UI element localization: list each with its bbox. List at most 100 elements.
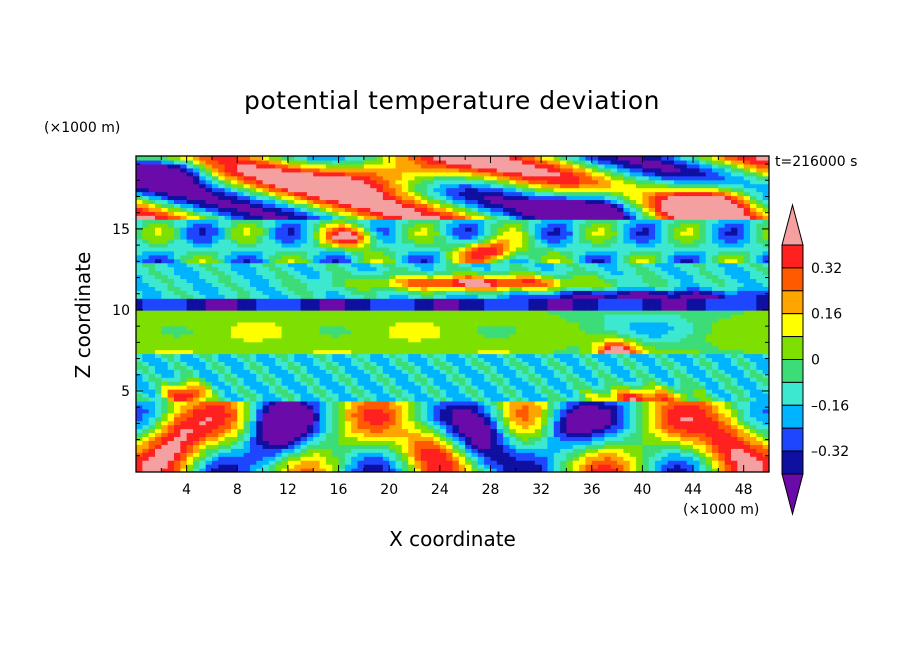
field-cell	[674, 408, 681, 414]
field-cell	[230, 290, 238, 295]
field-cell	[553, 416, 561, 422]
field-cell	[509, 278, 517, 283]
field-cell	[674, 345, 681, 351]
field-cell	[148, 428, 156, 434]
field-cell	[750, 365, 757, 370]
field-cell	[762, 302, 769, 307]
field-cell	[629, 436, 637, 441]
field-cell	[541, 468, 549, 472]
field-cell	[743, 381, 751, 386]
field-cell	[642, 317, 650, 323]
field-cell	[572, 436, 580, 441]
field-cell	[243, 282, 251, 287]
field-cell	[598, 408, 606, 414]
field-cell	[693, 357, 700, 362]
field-cell	[617, 282, 625, 287]
field-cell	[598, 444, 606, 449]
field-cell	[579, 321, 587, 327]
field-cell	[617, 314, 625, 319]
field-cell	[610, 290, 618, 295]
field-cell	[484, 357, 492, 362]
field-cell	[427, 464, 435, 469]
field-cell	[541, 345, 549, 351]
field-cell	[230, 310, 238, 315]
field-cell	[528, 314, 536, 319]
field-cell	[148, 345, 156, 351]
field-cell	[693, 460, 700, 465]
field-cell	[344, 337, 352, 343]
field-cell	[205, 448, 213, 453]
field-cell	[458, 416, 466, 422]
field-cell	[395, 290, 403, 295]
field-cell	[750, 321, 757, 327]
field-cell	[598, 310, 606, 315]
field-cell	[642, 428, 650, 434]
field-cell	[762, 349, 769, 355]
field-cell	[319, 436, 327, 441]
field-cell	[313, 353, 321, 359]
field-cell	[262, 444, 270, 449]
field-cell	[211, 448, 219, 453]
field-cell	[756, 341, 764, 347]
field-cell	[136, 298, 143, 303]
field-cell	[496, 408, 504, 414]
field-cell	[598, 369, 606, 374]
field-cell	[705, 432, 713, 438]
field-cell	[604, 314, 612, 319]
field-cell	[325, 314, 333, 319]
field-cell	[490, 448, 498, 453]
field-cell	[566, 333, 574, 339]
field-cell	[382, 408, 390, 414]
field-cell	[180, 325, 188, 331]
field-cell	[211, 337, 219, 343]
field-cell	[617, 369, 625, 374]
field-cell	[287, 396, 295, 402]
field-cell	[534, 452, 542, 457]
field-cell	[547, 317, 555, 323]
field-cell	[598, 373, 606, 378]
field-cell	[262, 321, 270, 327]
field-cell	[154, 329, 162, 335]
field-cell	[287, 456, 295, 461]
field-cell	[218, 302, 226, 307]
field-cell	[731, 321, 738, 327]
field-cell	[731, 385, 738, 390]
field-cell	[617, 432, 625, 438]
field-cell	[490, 310, 498, 315]
field-cell	[528, 333, 536, 339]
field-cell	[186, 404, 194, 410]
field-cell	[458, 381, 466, 386]
field-cell	[503, 286, 511, 291]
field-cell	[161, 317, 169, 323]
field-cell	[376, 416, 384, 422]
field-cell	[693, 369, 700, 374]
field-cell	[351, 329, 359, 335]
field-cell	[496, 389, 504, 394]
field-cell	[617, 440, 625, 445]
field-cell	[642, 440, 650, 445]
field-cell	[142, 286, 150, 291]
field-cell	[243, 452, 251, 457]
field-cell	[319, 317, 327, 323]
field-cell	[275, 278, 283, 283]
field-cell	[503, 381, 511, 386]
field-cell	[154, 385, 162, 390]
field-cell	[154, 353, 162, 359]
field-cell	[148, 468, 156, 472]
field-cell	[566, 329, 574, 335]
field-cell	[382, 365, 390, 370]
field-cell	[306, 452, 314, 457]
field-cell	[477, 361, 485, 366]
field-cell	[743, 278, 751, 283]
field-cell	[471, 278, 479, 283]
field-cell	[617, 290, 625, 295]
field-cell	[205, 278, 213, 283]
field-cell	[281, 400, 289, 406]
field-cell	[382, 357, 390, 362]
field-cell	[439, 317, 447, 323]
field-cell	[598, 436, 606, 441]
field-cell	[471, 385, 479, 390]
field-cell	[737, 436, 745, 441]
field-cell	[249, 357, 257, 362]
field-cell	[287, 282, 295, 287]
